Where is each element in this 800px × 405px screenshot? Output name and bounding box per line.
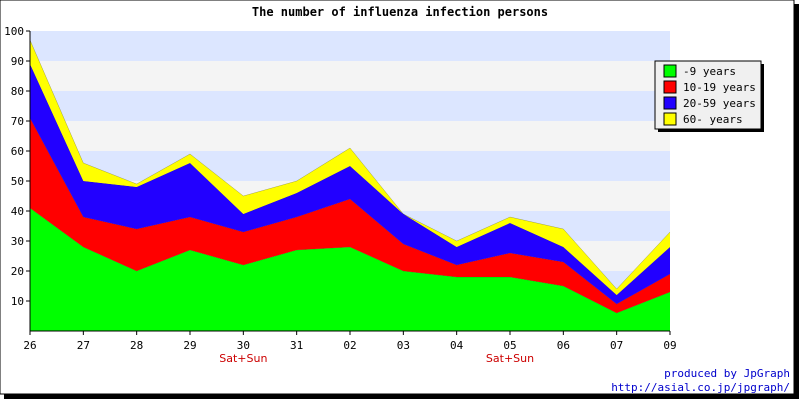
weekend-label: Sat+Sun xyxy=(486,352,534,365)
y-tick-label: 50 xyxy=(11,175,24,188)
x-tick-label: 09 xyxy=(663,339,676,352)
credit-link[interactable]: http://asial.co.jp/jpgraph/ xyxy=(611,381,790,394)
legend-label: 60- years xyxy=(683,113,743,126)
y-tick-label: 20 xyxy=(11,265,24,278)
stacked-areas xyxy=(29,39,671,331)
x-tick-label: 30 xyxy=(237,339,250,352)
area-series-2 xyxy=(30,118,670,313)
y-tick-label: 10 xyxy=(11,295,24,308)
legend-label: 10-19 years xyxy=(683,81,756,94)
legend: -9 years 10-19 years 20-59 years 60- years xyxy=(654,60,764,132)
y-tick-label: 60 xyxy=(11,145,24,158)
y-tick-label: 40 xyxy=(11,205,24,218)
legend-swatch xyxy=(663,112,677,126)
x-tick-label: 06 xyxy=(557,339,570,352)
x-tick-label: 04 xyxy=(450,339,464,352)
y-tick-label: 90 xyxy=(11,55,24,68)
x-axis-ticks: 26 27 28 29 30 31 02 03 04 05 06 07 09 xyxy=(23,331,677,352)
plot-band xyxy=(30,61,670,91)
x-tick-label: 31 xyxy=(290,339,303,352)
credit-line-1: produced by JpGraph xyxy=(664,367,790,380)
x-tick-label: 07 xyxy=(610,339,623,352)
weekend-label: Sat+Sun xyxy=(219,352,267,365)
x-tick-label: 03 xyxy=(397,339,410,352)
legend-swatch xyxy=(663,64,677,78)
plot-band xyxy=(30,91,670,121)
y-axis-ticks: 10 20 30 40 50 60 70 80 90 100 xyxy=(4,25,30,308)
plot-band xyxy=(30,31,670,61)
y-tick-label: 30 xyxy=(11,235,24,248)
y-tick-label: 100 xyxy=(4,25,24,38)
legend-label: 20-59 years xyxy=(683,97,756,110)
weekend-annotations: Sat+Sun Sat+Sun xyxy=(219,352,534,365)
area-series-3 xyxy=(30,64,670,304)
x-tick-label: 02 xyxy=(343,339,356,352)
chart-title: The number of influenza infection person… xyxy=(252,5,548,19)
x-tick-label: 29 xyxy=(183,339,196,352)
y-tick-label: 70 xyxy=(11,115,24,128)
x-tick-label: 28 xyxy=(130,339,143,352)
area-series-1 xyxy=(30,208,670,331)
plot-band xyxy=(30,121,670,151)
legend-swatch xyxy=(663,80,677,94)
y-tick-label: 80 xyxy=(11,85,24,98)
x-tick-label: 05 xyxy=(503,339,516,352)
area-series-4-outline xyxy=(29,39,671,290)
legend-label: -9 years xyxy=(683,65,736,78)
x-tick-label: 27 xyxy=(77,339,90,352)
x-tick-label: 26 xyxy=(23,339,36,352)
legend-swatch xyxy=(663,96,677,110)
